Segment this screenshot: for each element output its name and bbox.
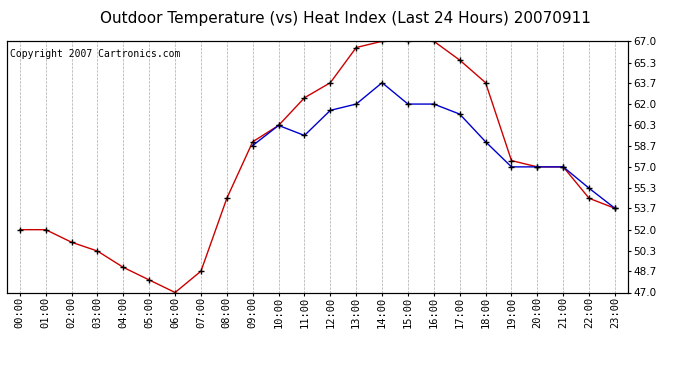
Text: Outdoor Temperature (vs) Heat Index (Last 24 Hours) 20070911: Outdoor Temperature (vs) Heat Index (Las… (99, 11, 591, 26)
Text: Copyright 2007 Cartronics.com: Copyright 2007 Cartronics.com (10, 49, 180, 59)
